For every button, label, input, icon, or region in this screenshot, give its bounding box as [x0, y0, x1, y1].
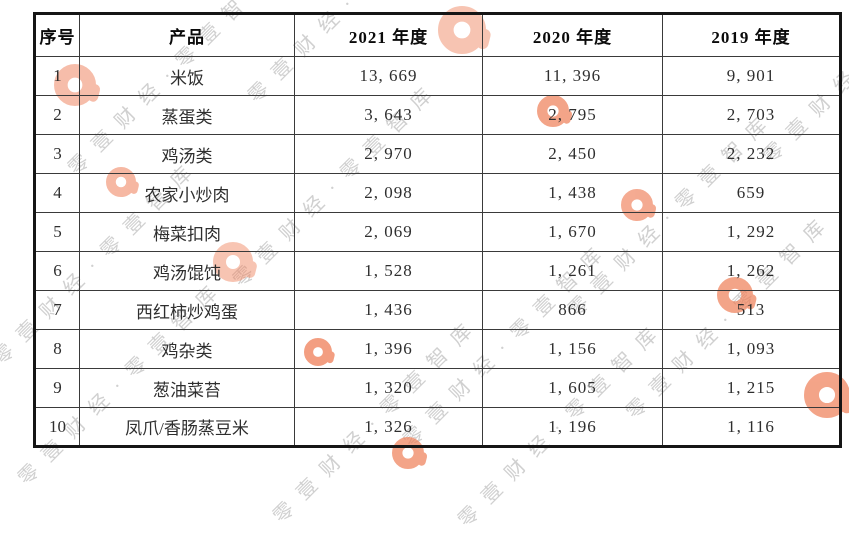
cell-product: 西红柿炒鸡蛋	[79, 290, 295, 330]
cell-product: 农家小炒肉	[79, 173, 295, 213]
cell-2021: 1, 396	[294, 329, 483, 369]
cell-no: 9	[34, 368, 80, 408]
cell-no: 4	[34, 173, 80, 213]
cell-2021: 3, 643	[294, 95, 483, 135]
cell-no: 1	[34, 56, 80, 96]
table-row: 10 凤爪/香肠蒸豆米 1, 326 1, 196 1, 116	[34, 407, 841, 447]
cell-2019: 9, 901	[662, 56, 841, 96]
cell-2020: 1, 156	[482, 329, 663, 369]
table-row: 6 鸡汤馄饨 1, 528 1, 261 1, 262	[34, 251, 841, 291]
cell-2019: 2, 232	[662, 134, 841, 174]
cell-no: 3	[34, 134, 80, 174]
cell-2020: 866	[482, 290, 663, 330]
cell-2019: 659	[662, 173, 841, 213]
cell-no: 8	[34, 329, 80, 369]
cell-no: 10	[34, 407, 80, 447]
cell-2020: 11, 396	[482, 56, 663, 96]
cell-2021: 1, 528	[294, 251, 483, 291]
table-row: 7 西红柿炒鸡蛋 1, 436 866 513	[34, 290, 841, 330]
cell-2020: 2, 795	[482, 95, 663, 135]
cell-2019: 1, 262	[662, 251, 841, 291]
cell-2020: 1, 196	[482, 407, 663, 447]
table-row: 9 葱油菜苔 1, 320 1, 605 1, 215	[34, 368, 841, 408]
header-2021: 2021 年度	[294, 13, 483, 57]
table-row: 5 梅菜扣肉 2, 069 1, 670 1, 292	[34, 212, 841, 252]
table-header-row: 序号 产品 2021 年度 2020 年度 2019 年度	[34, 13, 841, 57]
cell-2020: 2, 450	[482, 134, 663, 174]
cell-2019: 1, 215	[662, 368, 841, 408]
cell-2021: 1, 320	[294, 368, 483, 408]
cell-2019: 513	[662, 290, 841, 330]
cell-product: 梅菜扣肉	[79, 212, 295, 252]
table-row: 2 蒸蛋类 3, 643 2, 795 2, 703	[34, 95, 841, 135]
cell-product: 凤爪/香肠蒸豆米	[79, 407, 295, 447]
cell-2021: 1, 436	[294, 290, 483, 330]
table-row: 3 鸡汤类 2, 970 2, 450 2, 232	[34, 134, 841, 174]
cell-no: 2	[34, 95, 80, 135]
table-row: 4 农家小炒肉 2, 098 1, 438 659	[34, 173, 841, 213]
cell-2021: 13, 669	[294, 56, 483, 96]
header-2020: 2020 年度	[482, 13, 663, 57]
cell-2019: 1, 292	[662, 212, 841, 252]
cell-no: 7	[34, 290, 80, 330]
cell-product: 鸡汤馄饨	[79, 251, 295, 291]
cell-2019: 2, 703	[662, 95, 841, 135]
cell-no: 6	[34, 251, 80, 291]
cell-no: 5	[34, 212, 80, 252]
header-no: 序号	[34, 13, 80, 57]
cell-2021: 1, 326	[294, 407, 483, 447]
cell-product: 葱油菜苔	[79, 368, 295, 408]
cell-2019: 1, 116	[662, 407, 841, 447]
product-annual-sales-table: 序号 产品 2021 年度 2020 年度 2019 年度 1 米饭 13, 6…	[33, 12, 842, 448]
cell-2020: 1, 605	[482, 368, 663, 408]
cell-product: 鸡杂类	[79, 329, 295, 369]
cell-2021: 2, 069	[294, 212, 483, 252]
cell-2020: 1, 670	[482, 212, 663, 252]
cell-2020: 1, 261	[482, 251, 663, 291]
cell-2019: 1, 093	[662, 329, 841, 369]
cell-2021: 2, 098	[294, 173, 483, 213]
cell-product: 米饭	[79, 56, 295, 96]
header-product: 产品	[79, 13, 295, 57]
header-2019: 2019 年度	[662, 13, 841, 57]
cell-product: 蒸蛋类	[79, 95, 295, 135]
cell-2021: 2, 970	[294, 134, 483, 174]
table-row: 8 鸡杂类 1, 396 1, 156 1, 093	[34, 329, 841, 369]
cell-product: 鸡汤类	[79, 134, 295, 174]
table-row: 1 米饭 13, 669 11, 396 9, 901	[34, 56, 841, 96]
cell-2020: 1, 438	[482, 173, 663, 213]
